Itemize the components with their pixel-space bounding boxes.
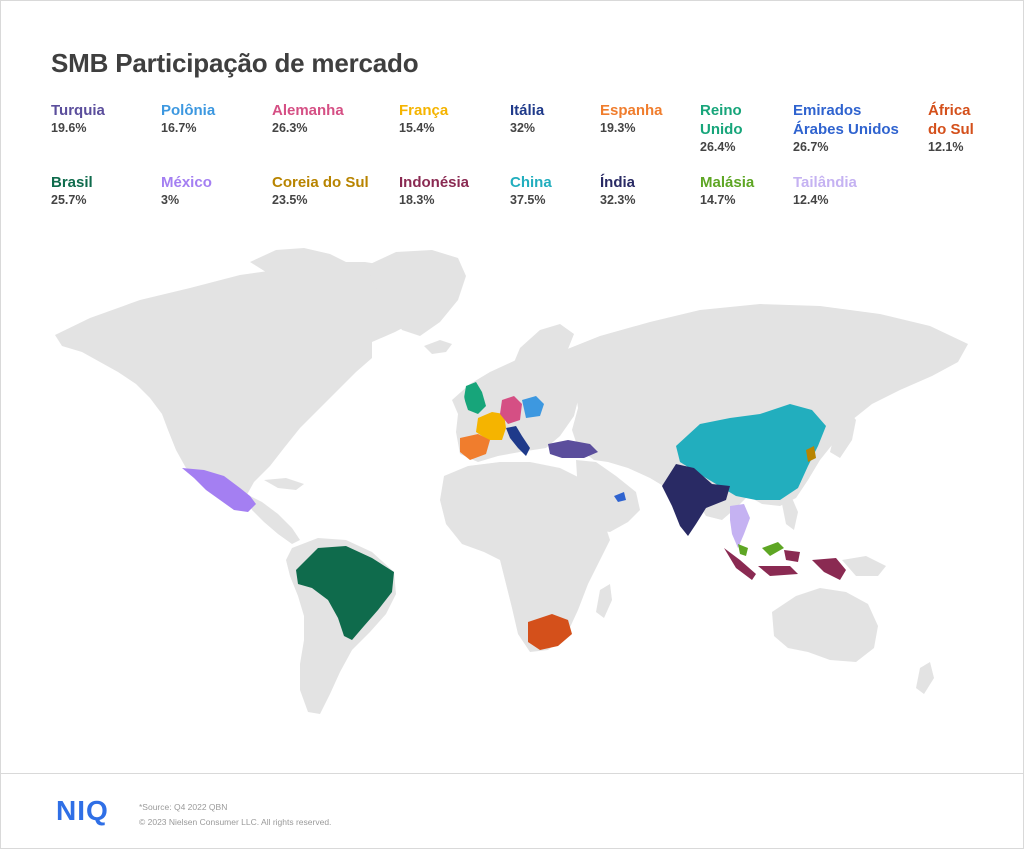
africa <box>440 462 610 652</box>
legend-item-italia: Itália 32% <box>510 101 630 136</box>
greenland <box>366 250 466 336</box>
north-america <box>55 262 452 500</box>
madagascar <box>596 584 612 618</box>
country-italia <box>506 426 530 456</box>
page-title: SMB Participação de mercado <box>51 48 419 78</box>
scandinavia <box>510 324 574 378</box>
source-line: *Source: Q4 2022 QBN <box>139 802 228 812</box>
legend-value: 19.6% <box>51 121 87 135</box>
country-tailandia <box>730 504 750 548</box>
legend-name: Emirados Árabes Unidos <box>793 102 899 138</box>
legend-name: Indonésia <box>399 174 470 191</box>
legend-name: Reino Unido <box>700 102 743 138</box>
legend-value: 26.3% <box>272 121 308 135</box>
legend-name: África do Sul <box>928 102 974 138</box>
country-turquia <box>548 440 598 458</box>
country-franca <box>476 412 506 440</box>
arctic-islands <box>250 248 346 272</box>
legend-name: Espanha <box>600 102 663 119</box>
legend-value: 23.5% <box>272 193 308 207</box>
country-indonesia <box>724 548 846 580</box>
country-coreia-do-sul <box>806 446 816 462</box>
iceland <box>424 340 452 354</box>
legend-item-malasia: Malásia 14.7% <box>700 173 820 208</box>
legend-item-china: China 37.5% <box>510 173 630 208</box>
legend-name: Malásia <box>700 174 755 191</box>
highlighted-countries <box>182 382 846 650</box>
legend-value: 32% <box>510 121 536 135</box>
country-alemanha <box>500 396 522 424</box>
country-emirados <box>614 492 626 502</box>
country-mexico <box>182 468 256 512</box>
legend-value: 37.5% <box>510 193 546 207</box>
footer-divider <box>0 773 1024 774</box>
legend-item-polonia: Polônia 16.7% <box>161 101 281 136</box>
legend-value: 32.3% <box>600 193 636 207</box>
legend-value: 26.7% <box>793 140 829 154</box>
legend-value: 16.7% <box>161 121 197 135</box>
land-masses <box>55 248 968 714</box>
legend-item-turquia: Turquia 19.6% <box>51 101 171 136</box>
legend-value: 15.4% <box>399 121 435 135</box>
country-reino-unido <box>464 382 486 414</box>
legend-name: Coreia do Sul <box>272 174 369 191</box>
country-brasil <box>296 546 394 640</box>
country-malasia <box>738 542 784 556</box>
japan <box>830 410 856 458</box>
central-america <box>246 494 300 544</box>
caribbean <box>264 478 304 490</box>
legend-value: 26.4% <box>700 140 736 154</box>
country-africa-do-sul <box>528 614 572 650</box>
legend-item-indonesia: Indonésia 18.3% <box>399 173 519 208</box>
legend-name: Turquia <box>51 102 105 119</box>
legend-name: Polônia <box>161 102 216 119</box>
legend-name: Brasil <box>51 174 93 191</box>
legend-item-tailandia: Tailândia 12.4% <box>793 173 913 208</box>
legend-value: 14.7% <box>700 193 736 207</box>
legend-item-alemanha: Alemanha 26.3% <box>272 101 392 136</box>
niq-logo: NIQ <box>56 795 109 826</box>
legend-item-india: Índia 32.3% <box>600 173 720 208</box>
legend-name: Itália <box>510 102 545 119</box>
legend-item-coreia-do-sul: Coreia do Sul 23.5% <box>272 173 392 208</box>
country-china <box>676 404 826 500</box>
legend-value: 18.3% <box>399 193 435 207</box>
legend-name: Alemanha <box>272 102 344 119</box>
new-guinea <box>842 556 886 576</box>
legend-item-reino-unido: Reino Unido 26.4% <box>700 101 820 155</box>
legend-value: 3% <box>161 193 180 207</box>
country-india <box>662 464 730 536</box>
legend-value: 12.1% <box>928 140 964 154</box>
legend-name: Índia <box>600 174 636 191</box>
legend-name: México <box>161 174 212 191</box>
legend-value: 19.3% <box>600 121 636 135</box>
legend-item-mexico: México 3% <box>161 173 281 208</box>
asia <box>560 304 968 520</box>
copyright-line: © 2023 Nielsen Consumer LLC. All rights … <box>139 817 332 827</box>
country-espanha <box>460 434 490 460</box>
legend-name: França <box>399 102 449 119</box>
legend-item-brasil: Brasil 25.7% <box>51 173 171 208</box>
legend-item-franca: França 15.4% <box>399 101 519 136</box>
legend-item-emirados: Emirados Árabes Unidos 26.7% <box>793 101 913 155</box>
country-polonia <box>522 396 544 418</box>
new-zealand <box>916 662 934 694</box>
source-note: *Source: Q4 2022 QBN © 2023 Nielsen Cons… <box>139 800 331 830</box>
legend-value: 25.7% <box>51 193 87 207</box>
philippines <box>782 498 798 530</box>
legend-value: 12.4% <box>793 193 829 207</box>
country-reino-unido-ireland-gap <box>458 396 466 408</box>
legend-name: Tailândia <box>793 174 857 191</box>
legend-item-africa-do-sul: África do Sul 12.1% <box>928 101 1018 155</box>
legend-name: China <box>510 174 552 191</box>
australia <box>772 588 878 662</box>
legend-item-espanha: Espanha 19.3% <box>600 101 720 136</box>
